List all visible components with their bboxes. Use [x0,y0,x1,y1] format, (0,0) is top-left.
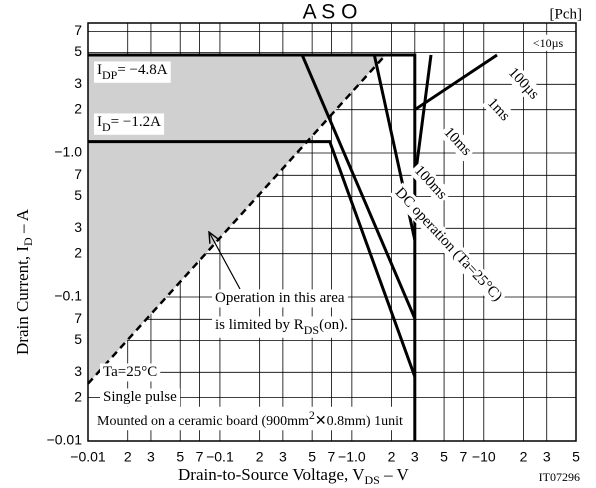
annotation-part: Operation in this area [215,290,345,306]
y-axis-label-part: D [21,237,35,246]
annotation: Ta=25°C [103,364,157,380]
x-tick-label: 3 [147,449,155,465]
annotation-part: DP [102,68,118,82]
series-line [413,53,498,111]
y-tick-label: 3 [74,219,82,235]
label-background [212,289,348,308]
annotation-part: ✕0.8mm) 1unit [315,414,403,429]
label-background [389,182,508,307]
annotation-part: I [97,114,102,130]
annotation-part: D [102,120,111,134]
x-tick-label: 3 [411,449,419,465]
plot-frame [87,22,577,442]
figure-id: IT07296 [539,470,580,484]
y-tick-label: 2 [74,244,82,260]
series-line [413,54,433,181]
annotation-part: 2 [309,408,315,422]
label-background [481,92,515,127]
x-tick-label: 7 [196,449,204,465]
annotation-part: I [97,62,102,78]
annotation-part: Ta=25°C [103,364,157,380]
series-label: DC operation (Ta=25°C) [392,185,505,305]
annotation: is limited by RDS(on). [215,317,348,336]
y-axis-label-part: Drain Current, I [13,246,32,355]
label-background [94,406,406,431]
label-background [94,113,165,135]
x-axis-label-part: – V [380,465,410,484]
x-tick-label: 2 [520,449,528,465]
label-background [530,34,566,51]
x-tick-label: 5 [572,449,580,465]
annotation-part: Mounted on a ceramic board (900mm [97,414,309,429]
x-tick-label: 7 [328,449,336,465]
y-tick-label: −0.1 [54,288,82,304]
annotation-part: = −1.2A [111,114,161,130]
x-tick-label: 2 [124,449,132,465]
chart-subtitle: [Pch] [550,6,583,22]
series-line [87,54,387,385]
y-tick-label: 5 [74,43,82,59]
x-tick-label: −0.1 [206,449,234,465]
series-label: <10µs [533,36,564,50]
series-line [300,54,417,320]
x-tick-label: 5 [176,449,184,465]
label-background [100,388,181,407]
y-tick-label: −0.01 [47,432,83,448]
x-tick-label: 2 [256,449,264,465]
y-tick-label: −1.0 [54,144,82,160]
annotation-part: DS [304,323,319,337]
x-axis-label-part: DS [365,473,380,487]
x-tick-label: −1.0 [338,449,366,465]
y-tick-label: 3 [74,75,82,91]
label-background [438,122,477,162]
annotation: IDP= −4.8A [97,62,168,81]
x-axis-label-part: Drain-to-Source Voltage, V [178,465,365,484]
x-tick-label: −0.01 [70,449,106,465]
annotation: Mounted on a ceramic board (900mm2✕0.8mm… [97,408,403,429]
x-tick-label: 7 [459,449,467,465]
y-tick-label: 5 [74,187,82,203]
y-tick-label: 7 [74,310,82,326]
y-tick-label: 5 [74,331,82,347]
x-tick-label: 3 [543,449,551,465]
annotation: Single pulse [103,389,177,405]
annotation-part: = −4.8A [117,62,167,78]
chart-title: A S O [303,1,358,24]
annotation-arrow [209,232,241,290]
x-tick-label: 5 [308,449,316,465]
x-axis-label: Drain-to-Source Voltage, VDS – V [178,465,410,487]
x-tick-label: −10 [472,449,496,465]
y-tick-label: 7 [74,166,82,182]
x-tick-label: 2 [388,449,396,465]
label-background [408,160,453,205]
label-background [212,316,351,338]
series-line [88,140,417,378]
annotation-part: is limited by R [215,317,304,333]
y-tick-label: 3 [74,363,82,379]
y-tick-label: 2 [74,388,82,404]
label-background [94,61,171,83]
y-tick-label: 7 [74,22,82,38]
annotation: ID= −1.2A [97,114,161,133]
annotation-part: Single pulse [103,389,177,405]
x-tick-label: 5 [440,449,448,465]
y-axis-label: Drain Current, ID – A [13,208,35,355]
annotation: Operation in this area [215,290,345,306]
label-background [502,62,545,105]
annotation-part: (on). [319,317,348,333]
label-background [100,363,161,382]
series-line [88,53,417,441]
y-tick-label: 2 [74,100,82,116]
y-axis-label-part: – A [13,208,32,237]
x-tick-label: 3 [279,449,287,465]
